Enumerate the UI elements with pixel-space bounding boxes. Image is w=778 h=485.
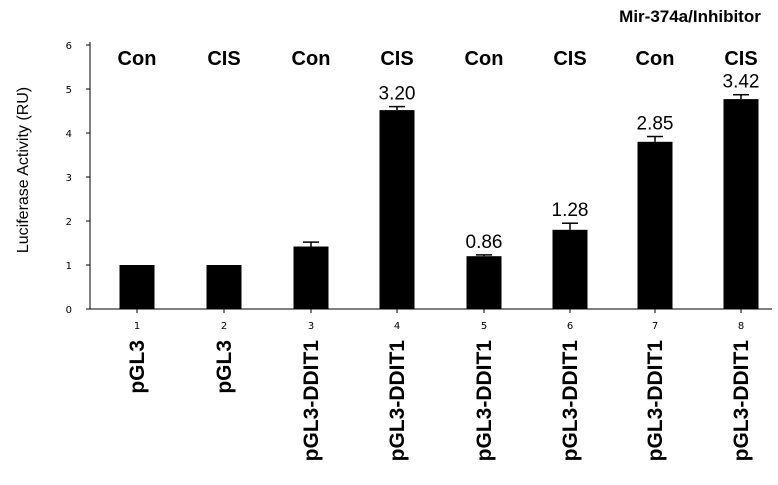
error-bar-7	[647, 135, 663, 142]
treatment-label: Con	[636, 48, 675, 70]
construct-label: pGL3-DDIT1	[386, 340, 409, 462]
treatment-label: Con	[292, 48, 331, 70]
y-tick-label: 2	[66, 217, 72, 228]
error-bar-4	[389, 105, 405, 111]
treatment-label: Con	[118, 48, 157, 70]
y-tick-label: 0	[66, 305, 72, 316]
y-tick-label: 6	[66, 41, 72, 52]
chart-header: Mir-374a/Inhibitor	[619, 7, 761, 26]
construct-label: pGL3-DDIT1	[730, 340, 753, 462]
x-tick-label: 2	[221, 321, 227, 332]
x-tick-label: 5	[481, 321, 487, 332]
construct-label: pGL3-DDIT1	[300, 340, 323, 462]
error-bar-5	[476, 254, 492, 257]
value-label: 2.85	[637, 114, 674, 135]
x-tick-label: 6	[567, 321, 573, 332]
bar-3	[293, 246, 329, 309]
error-bar-3	[303, 241, 319, 247]
x-tick-label: 1	[134, 321, 140, 332]
treatment-label: CIS	[553, 48, 586, 70]
x-tick-label: 8	[738, 321, 744, 332]
y-axis-label: Luciferase Activity (RU)	[15, 87, 32, 253]
y-tick-label: 3	[66, 173, 72, 184]
construct-label: pGL3	[126, 340, 149, 394]
value-label: 3.42	[723, 72, 760, 93]
y-tick-label: 5	[66, 85, 72, 96]
x-tick-label: 7	[652, 321, 658, 332]
error-bar-8	[733, 93, 749, 100]
error-bar-6	[562, 222, 578, 230]
bar-4	[379, 110, 415, 310]
annotations: Con 1 pGL3 CIS 2 pGL3 Con 3 pGL3-DDIT1 3.20 CIS 4 pG…	[118, 48, 760, 461]
x-tick-label: 3	[308, 321, 314, 332]
construct-label: pGL3-DDIT1	[644, 340, 667, 462]
bars	[119, 93, 759, 310]
value-label: 0.86	[466, 232, 503, 253]
construct-label: pGL3-DDIT1	[473, 340, 496, 462]
y-tick-label: 1	[66, 261, 72, 272]
bar-6	[552, 229, 588, 309]
x-tick-label: 4	[394, 321, 400, 332]
treatment-label: CIS	[207, 48, 240, 70]
bar-7	[637, 141, 673, 309]
treatment-label: CIS	[724, 48, 757, 70]
bar-5	[466, 256, 502, 309]
bar-8	[723, 99, 759, 310]
construct-label: pGL3	[213, 340, 236, 394]
y-tick-label: 4	[66, 129, 72, 140]
treatment-label: Con	[465, 48, 504, 70]
bar-1	[119, 265, 155, 309]
treatment-label: CIS	[380, 48, 413, 70]
bar-2	[206, 265, 242, 309]
construct-label: pGL3-DDIT1	[559, 340, 582, 462]
y-ticks: 0 1 2 3 4 5 6	[66, 41, 742, 316]
value-label: 3.20	[379, 84, 416, 105]
value-label: 1.28	[552, 200, 589, 221]
